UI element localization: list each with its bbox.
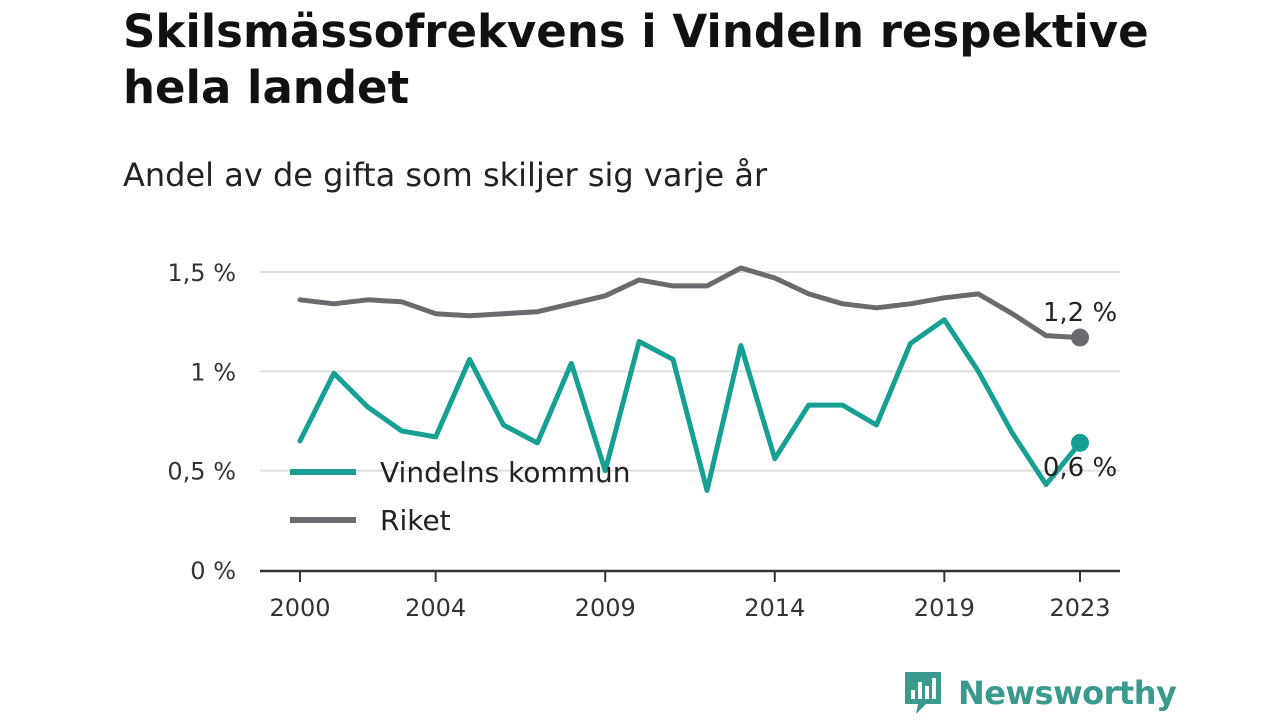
series-lines: [297, 265, 1089, 493]
x-tick-label: 2019: [914, 594, 975, 622]
y-tick-label: 0,5 %: [167, 458, 236, 486]
chart-subtitle: Andel av de gifta som skiljer sig varje …: [123, 156, 768, 194]
series-end-point: [1071, 328, 1089, 347]
end-labels: 0,6 % 1,2 %: [1043, 298, 1117, 483]
x-tick-label: 2004: [405, 594, 466, 622]
y-tick-label: 0 %: [190, 557, 236, 585]
y-tick-label: 1 %: [190, 358, 236, 386]
legend: Vindelns kommun Riket: [290, 456, 630, 537]
y-tick-label: 1,5 %: [167, 259, 236, 287]
series-line-1: [297, 265, 1083, 341]
series-end-point: [1071, 433, 1089, 452]
x-tick-label: 2000: [269, 594, 330, 622]
x-axis: 2000 2004 2009 2014 2019 2023: [260, 569, 1120, 622]
brand-logo: Newsworthy: [902, 670, 1177, 716]
y-axis-ticks: 0 % 0,5 % 1 % 1,5 %: [167, 259, 236, 585]
end-value-label: 1,2 %: [1043, 298, 1117, 328]
newsworthy-logo-icon: [905, 672, 941, 714]
x-tick-label: 2014: [744, 594, 805, 622]
end-value-label: 0,6 %: [1043, 453, 1117, 483]
brand-name: Newsworthy: [958, 674, 1177, 712]
legend-label: Vindelns kommun: [380, 456, 630, 489]
x-tick-label: 2009: [575, 594, 636, 622]
x-tick-label: 2023: [1049, 594, 1110, 622]
chart-title: Skilsmässofrekvens i Vindeln respektive …: [123, 5, 1149, 114]
series-line-0: [297, 317, 1083, 493]
legend-label: Riket: [380, 504, 451, 537]
